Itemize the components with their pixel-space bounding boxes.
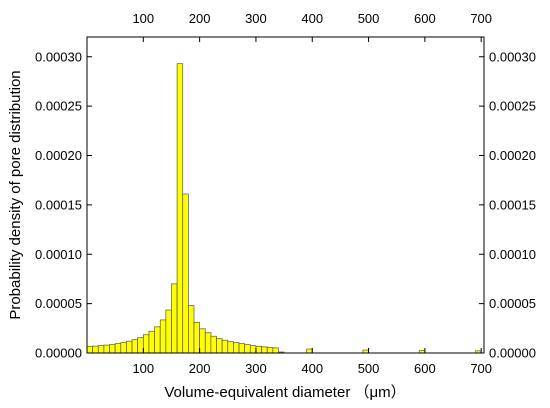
histogram-bar-21 bbox=[204, 332, 212, 354]
histogram-bar-17 bbox=[182, 193, 189, 354]
x-axis-title: Volume-equivalent diameter （μm） bbox=[164, 384, 405, 401]
histogram-bar-8 bbox=[131, 339, 139, 354]
y-tick-label-right-6: 0.00030 bbox=[489, 49, 536, 64]
y-tick-label-left-0: 0.00000 bbox=[35, 346, 82, 361]
histogram-bar-30 bbox=[255, 345, 262, 354]
x-tick-label-top-0: 100 bbox=[132, 11, 154, 26]
y-tick-label-left-4: 0.00020 bbox=[35, 148, 82, 163]
axis-tick-labels: 100 100 200 200 300 300 400 400 500 500 600 600 700 7… bbox=[35, 11, 536, 376]
histogram-bar-13 bbox=[159, 319, 167, 354]
histogram-bar-25 bbox=[227, 341, 234, 354]
y-axis-title: Probability density of pore distribution bbox=[7, 70, 24, 319]
histogram-bar-18 bbox=[188, 305, 195, 354]
histogram-bar-12 bbox=[154, 326, 161, 354]
y-tick-label-left-3: 0.00015 bbox=[35, 197, 82, 212]
histogram-bar-9 bbox=[137, 337, 144, 354]
histogram-bar-31 bbox=[261, 346, 268, 354]
x-tick-label-bottom-6: 700 bbox=[470, 361, 492, 376]
x-tick-label-top-3: 400 bbox=[301, 11, 323, 26]
plot-frame bbox=[86, 36, 485, 354]
y-tick-label-right-4: 0.00020 bbox=[489, 148, 536, 163]
y-tick-label-left-6: 0.00030 bbox=[35, 49, 82, 64]
histogram-bar-2 bbox=[97, 345, 105, 354]
histogram-bar-3 bbox=[103, 344, 110, 354]
histogram-bars bbox=[86, 63, 482, 354]
y-tick-label-right-1: 0.00005 bbox=[489, 296, 536, 311]
histogram-bar-16 bbox=[176, 63, 184, 354]
histogram-bar-26 bbox=[233, 342, 240, 354]
histogram-bar-6 bbox=[120, 342, 127, 354]
histogram-bar-15 bbox=[171, 283, 178, 354]
y-tick-label-right-0: 0.00000 bbox=[489, 346, 536, 361]
histogram-bar-22 bbox=[210, 335, 217, 354]
x-tick-label-bottom-4: 500 bbox=[358, 361, 380, 376]
histogram-bar-29 bbox=[249, 345, 257, 354]
axis-ticks bbox=[87, 37, 484, 354]
x-tick-label-bottom-5: 600 bbox=[414, 361, 436, 376]
histogram-bar-27 bbox=[238, 343, 246, 354]
histogram-bar-10 bbox=[142, 334, 150, 354]
histogram-bar-19 bbox=[193, 322, 200, 354]
histogram-bar-0 bbox=[86, 346, 93, 354]
y-tick-label-left-1: 0.00005 bbox=[35, 296, 82, 311]
x-tick-label-top-4: 500 bbox=[358, 11, 380, 26]
y-tick-label-right-2: 0.00010 bbox=[489, 247, 536, 262]
x-tick-label-bottom-2: 300 bbox=[245, 361, 267, 376]
histogram-bar-4 bbox=[109, 344, 116, 354]
y-tick-label-right-5: 0.00025 bbox=[489, 99, 536, 114]
x-tick-label-bottom-3: 400 bbox=[301, 361, 323, 376]
x-tick-label-top-1: 200 bbox=[189, 11, 211, 26]
x-tick-label-top-5: 600 bbox=[414, 11, 436, 26]
histogram-bar-20 bbox=[199, 328, 206, 354]
histogram-bar-14 bbox=[165, 309, 172, 354]
x-tick-label-bottom-1: 200 bbox=[189, 361, 211, 376]
histogram-bar-11 bbox=[148, 330, 155, 354]
histogram-bar-24 bbox=[221, 339, 229, 354]
y-tick-label-left-2: 0.00010 bbox=[35, 247, 82, 262]
histogram-bar-33 bbox=[272, 347, 279, 354]
x-tick-label-bottom-0: 100 bbox=[132, 361, 154, 376]
histogram-bar-1 bbox=[92, 345, 99, 354]
histogram-bar-23 bbox=[216, 338, 223, 354]
histogram-bar-28 bbox=[244, 344, 251, 354]
y-tick-label-right-3: 0.00015 bbox=[489, 197, 536, 212]
histogram-bar-7 bbox=[126, 340, 133, 354]
histogram-bar-32 bbox=[266, 347, 274, 354]
x-tick-label-top-2: 300 bbox=[245, 11, 267, 26]
y-tick-label-left-5: 0.00025 bbox=[35, 99, 82, 114]
histogram-bar-35 bbox=[306, 348, 313, 354]
x-tick-label-top-6: 700 bbox=[470, 11, 492, 26]
histogram-bar-5 bbox=[114, 343, 122, 354]
